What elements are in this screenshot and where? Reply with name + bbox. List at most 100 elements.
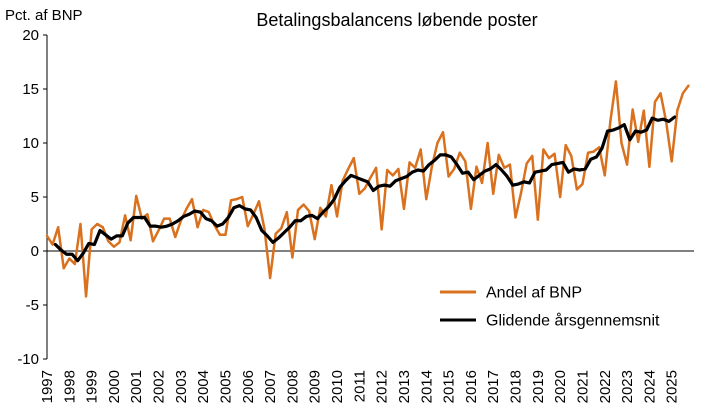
data-point-glidende-aarsgennemsnit bbox=[193, 209, 196, 213]
x-tick-label: 2000 bbox=[106, 370, 123, 403]
data-point-andel-af-bnp bbox=[302, 203, 305, 206]
data-point-glidende-aarsgennemsnit bbox=[439, 153, 442, 156]
data-point-andel-af-bnp bbox=[123, 214, 127, 217]
data-point-andel-af-bnp bbox=[425, 198, 428, 201]
data-point-glidende-aarsgennemsnit bbox=[467, 171, 470, 174]
data-point-glidende-aarsgennemsnit bbox=[121, 234, 124, 237]
x-tick-label: 2002 bbox=[151, 370, 168, 403]
series-glidende-aarsgennemsnit bbox=[53, 115, 677, 263]
data-point-andel-af-bnp bbox=[536, 218, 539, 221]
data-point-glidende-aarsgennemsnit bbox=[606, 130, 609, 133]
data-point-andel-af-bnp bbox=[196, 226, 199, 229]
data-point-andel-af-bnp bbox=[458, 151, 461, 154]
data-point-glidende-aarsgennemsnit bbox=[143, 216, 146, 219]
data-point-glidende-aarsgennemsnit bbox=[126, 221, 129, 225]
data-point-glidende-aarsgennemsnit bbox=[612, 128, 615, 132]
data-point-glidende-aarsgennemsnit bbox=[500, 168, 503, 172]
data-point-glidende-aarsgennemsnit bbox=[271, 241, 274, 244]
data-point-andel-af-bnp bbox=[68, 257, 71, 260]
data-point-glidende-aarsgennemsnit bbox=[539, 169, 542, 173]
data-point-andel-af-bnp bbox=[358, 192, 361, 195]
x-tick-label: 2010 bbox=[329, 370, 346, 403]
data-point-glidende-aarsgennemsnit bbox=[137, 216, 141, 219]
data-point-glidende-aarsgennemsnit bbox=[216, 225, 219, 228]
data-point-andel-af-bnp bbox=[246, 225, 249, 228]
data-point-andel-af-bnp bbox=[168, 217, 171, 220]
data-point-glidende-aarsgennemsnit bbox=[578, 168, 581, 172]
data-point-andel-af-bnp bbox=[374, 166, 378, 169]
x-tick-label: 2020 bbox=[552, 370, 569, 403]
data-point-glidende-aarsgennemsnit bbox=[227, 216, 230, 219]
data-point-andel-af-bnp bbox=[330, 184, 333, 187]
y-tick-label: 5 bbox=[31, 189, 39, 206]
data-point-andel-af-bnp bbox=[553, 152, 556, 155]
data-point-andel-af-bnp bbox=[308, 209, 311, 213]
y-tick-label: 15 bbox=[22, 81, 39, 98]
data-point-glidende-aarsgennemsnit bbox=[171, 222, 174, 226]
data-point-glidende-aarsgennemsnit bbox=[623, 123, 626, 126]
data-point-glidende-aarsgennemsnit bbox=[59, 248, 63, 252]
data-point-andel-af-bnp bbox=[229, 199, 233, 202]
data-point-andel-af-bnp bbox=[146, 213, 149, 216]
data-point-andel-af-bnp bbox=[207, 211, 210, 214]
x-tick-label: 2018 bbox=[508, 370, 525, 403]
data-point-glidende-aarsgennemsnit bbox=[433, 159, 436, 162]
series-line-glidende-aarsgennemsnit bbox=[53, 115, 677, 263]
data-point-andel-af-bnp bbox=[101, 226, 104, 229]
data-point-andel-af-bnp bbox=[118, 241, 121, 244]
data-point-andel-af-bnp bbox=[285, 211, 288, 214]
data-point-andel-af-bnp bbox=[335, 215, 339, 218]
data-point-glidende-aarsgennemsnit bbox=[115, 234, 118, 237]
data-point-andel-af-bnp bbox=[447, 175, 450, 178]
data-point-glidende-aarsgennemsnit bbox=[232, 206, 235, 209]
data-point-andel-af-bnp bbox=[542, 148, 545, 151]
data-point-andel-af-bnp bbox=[681, 92, 684, 95]
data-point-andel-af-bnp bbox=[670, 160, 673, 163]
data-point-glidende-aarsgennemsnit bbox=[561, 161, 565, 164]
data-point-glidende-aarsgennemsnit bbox=[110, 238, 113, 241]
data-point-glidende-aarsgennemsnit bbox=[450, 155, 453, 159]
x-tick-label: 2004 bbox=[195, 370, 212, 403]
data-point-andel-af-bnp bbox=[564, 144, 567, 147]
data-point-glidende-aarsgennemsnit bbox=[628, 138, 631, 141]
data-point-glidende-aarsgennemsnit bbox=[528, 181, 531, 185]
data-point-glidende-aarsgennemsnit bbox=[651, 117, 654, 120]
data-point-andel-af-bnp bbox=[235, 198, 238, 201]
data-point-glidende-aarsgennemsnit bbox=[455, 163, 459, 166]
data-point-andel-af-bnp bbox=[570, 154, 573, 158]
data-point-andel-af-bnp bbox=[547, 157, 551, 160]
data-point-glidende-aarsgennemsnit bbox=[511, 184, 514, 187]
data-point-glidende-aarsgennemsnit bbox=[444, 153, 447, 156]
data-point-andel-af-bnp bbox=[419, 148, 422, 151]
data-point-glidende-aarsgennemsnit bbox=[506, 175, 509, 178]
data-point-glidende-aarsgennemsnit bbox=[556, 162, 559, 165]
y-tick-label: 0 bbox=[31, 243, 39, 260]
data-point-glidende-aarsgennemsnit bbox=[355, 176, 358, 179]
legend: Andel af BNP Glidende årsgennemsnit bbox=[440, 285, 660, 330]
data-point-glidende-aarsgennemsnit bbox=[65, 253, 68, 256]
x-tick-label: 1999 bbox=[84, 370, 101, 403]
data-point-andel-af-bnp bbox=[659, 92, 662, 95]
x-tick-label: 2017 bbox=[485, 370, 502, 403]
data-point-andel-af-bnp bbox=[163, 217, 166, 220]
legend-item-glidende-aarsgennemsnit: Glidende årsgennemsnit bbox=[440, 312, 660, 330]
data-point-glidende-aarsgennemsnit bbox=[338, 186, 341, 189]
data-point-andel-af-bnp bbox=[637, 140, 640, 144]
data-point-andel-af-bnp bbox=[603, 174, 606, 177]
data-point-andel-af-bnp bbox=[218, 233, 222, 236]
data-point-andel-af-bnp bbox=[369, 176, 372, 179]
x-tick-label: 1997 bbox=[39, 370, 56, 403]
data-point-glidende-aarsgennemsnit bbox=[327, 205, 330, 208]
data-point-andel-af-bnp bbox=[492, 192, 495, 195]
chart-title: Betalingsbalancens løbende poster bbox=[256, 10, 537, 30]
x-tick-label: 2021 bbox=[574, 370, 591, 403]
data-point-andel-af-bnp bbox=[62, 267, 65, 270]
data-point-andel-af-bnp bbox=[575, 188, 578, 191]
data-point-andel-af-bnp bbox=[620, 141, 623, 145]
data-point-andel-af-bnp bbox=[525, 162, 528, 165]
y-tick-label: 10 bbox=[22, 135, 39, 152]
data-point-glidende-aarsgennemsnit bbox=[82, 252, 85, 255]
data-point-glidende-aarsgennemsnit bbox=[71, 253, 74, 256]
